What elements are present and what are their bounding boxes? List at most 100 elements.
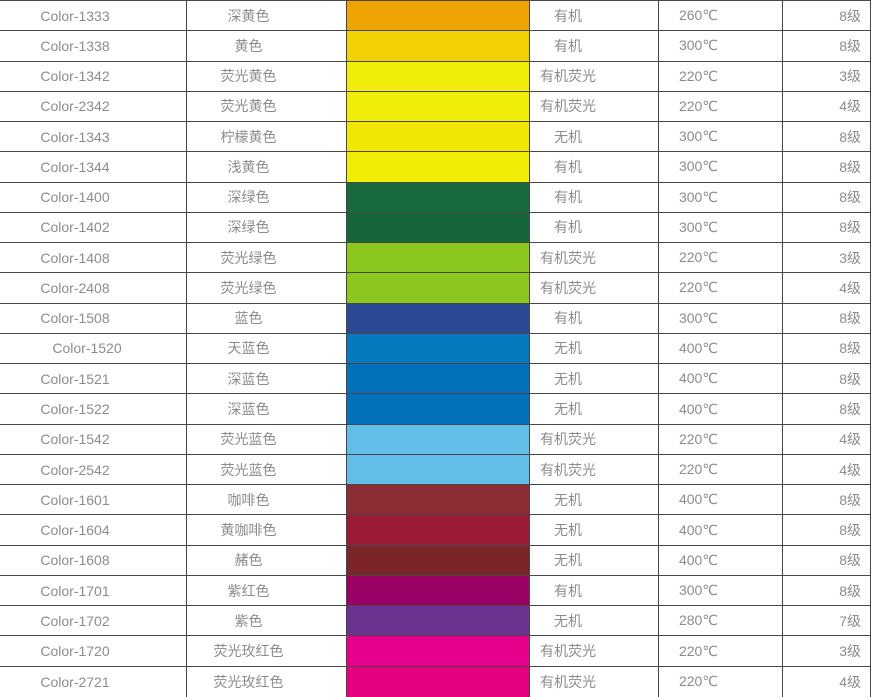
type-cell: 无机 — [530, 394, 659, 424]
temperature-cell: 220℃ — [659, 666, 783, 697]
type-cell: 有机荧光 — [530, 666, 659, 697]
table-row: Color-1608 赭色 无机 400℃ 8级 — [0, 545, 871, 576]
color-name-cell: 荧光玫红色 — [187, 636, 347, 666]
grade-cell: 8级 — [783, 212, 871, 243]
color-name-cell: 柠檬黄色 — [187, 122, 347, 152]
color-swatch — [347, 61, 530, 91]
table-row: Color-1542 荧光蓝色 有机荧光 220℃ 4级 — [0, 424, 871, 455]
temperature-cell: 400℃ — [659, 485, 783, 515]
temperature-cell: 300℃ — [659, 303, 783, 333]
grade-cell: 8级 — [783, 575, 871, 606]
color-swatch — [347, 545, 530, 575]
color-code-cell: Color-1342 — [0, 61, 187, 91]
table-row: Color-2342 荧光黄色 有机荧光 220℃ 4级 — [0, 91, 871, 123]
type-cell: 有机 — [530, 575, 659, 606]
table-row: Color-2721 荧光玫红色 有机荧光 220℃ 4级 — [0, 666, 871, 697]
temperature-cell: 400℃ — [659, 333, 783, 364]
grade-cell: 8级 — [783, 333, 871, 364]
color-swatch — [347, 1, 530, 31]
grade-cell: 4级 — [783, 91, 871, 122]
color-swatch — [347, 575, 530, 606]
color-swatch — [347, 31, 530, 61]
color-swatch — [347, 303, 530, 333]
temperature-cell: 280℃ — [659, 606, 783, 636]
color-name-cell: 紫色 — [187, 606, 347, 636]
type-cell: 有机荧光 — [530, 636, 659, 666]
color-swatch — [347, 333, 530, 364]
type-cell: 有机荧光 — [530, 61, 659, 91]
color-swatch — [347, 454, 530, 485]
temperature-cell: 260℃ — [659, 1, 783, 31]
color-swatch — [347, 152, 530, 182]
temperature-cell: 220℃ — [659, 424, 783, 454]
color-code-cell: Color-1604 — [0, 515, 187, 545]
color-code-cell: Color-2342 — [0, 91, 187, 122]
color-name-cell: 深绿色 — [187, 182, 347, 212]
color-swatch — [347, 364, 530, 394]
color-code-cell: Color-2721 — [0, 666, 187, 697]
color-name-cell: 蓝色 — [187, 303, 347, 333]
grade-cell: 3级 — [783, 61, 871, 91]
temperature-cell: 300℃ — [659, 212, 783, 243]
grade-cell: 8级 — [783, 1, 871, 31]
color-name-cell: 荧光黄色 — [187, 61, 347, 91]
temperature-cell: 220℃ — [659, 454, 783, 485]
color-name-cell: 荧光绿色 — [187, 273, 347, 303]
table-row: Color-1508 蓝色 有机 300℃ 8级 — [0, 303, 871, 334]
table-row: Color-1521 深蓝色 无机 400℃ 8级 — [0, 364, 871, 395]
color-swatch — [347, 243, 530, 273]
grade-cell: 3级 — [783, 636, 871, 666]
temperature-cell: 400℃ — [659, 515, 783, 545]
color-code-cell: Color-1522 — [0, 394, 187, 424]
type-cell: 有机 — [530, 152, 659, 182]
table-row: Color-1520 天蓝色 无机 400℃ 8级 — [0, 333, 871, 365]
color-swatch — [347, 273, 530, 303]
color-swatch — [347, 515, 530, 545]
table-row: Color-1604 黄咖啡色 无机 400℃ 8级 — [0, 515, 871, 546]
temperature-cell: 300℃ — [659, 152, 783, 182]
table-row: Color-1701 紫红色 有机 300℃ 8级 — [0, 575, 871, 607]
color-code-cell: Color-2542 — [0, 454, 187, 485]
grade-cell: 4级 — [783, 454, 871, 485]
color-name-cell: 深绿色 — [187, 212, 347, 243]
grade-cell: 8级 — [783, 152, 871, 182]
color-swatch — [347, 122, 530, 152]
grade-cell: 8级 — [783, 122, 871, 152]
grade-cell: 8级 — [783, 182, 871, 212]
color-name-cell: 荧光蓝色 — [187, 454, 347, 485]
grade-cell: 8级 — [783, 394, 871, 424]
table-row: Color-1343 柠檬黄色 无机 300℃ 8级 — [0, 122, 871, 153]
temperature-cell: 300℃ — [659, 122, 783, 152]
color-code-cell: Color-1402 — [0, 212, 187, 243]
temperature-cell: 220℃ — [659, 61, 783, 91]
color-swatch — [347, 666, 530, 697]
color-swatch — [347, 182, 530, 212]
color-name-cell: 荧光黄色 — [187, 91, 347, 122]
temperature-cell: 220℃ — [659, 91, 783, 122]
table-row: Color-1408 荧光绿色 有机荧光 220℃ 3级 — [0, 243, 871, 274]
grade-cell: 8级 — [783, 364, 871, 394]
color-code-cell: Color-1542 — [0, 424, 187, 454]
color-name-cell: 黄色 — [187, 31, 347, 61]
table-row: Color-1522 深蓝色 无机 400℃ 8级 — [0, 394, 871, 425]
table-row: Color-1333 深黄色 有机 260℃ 8级 — [0, 1, 871, 32]
table-row: Color-2408 荧光绿色 有机荧光 220℃ 4级 — [0, 273, 871, 304]
grade-cell: 8级 — [783, 515, 871, 545]
grade-cell: 8级 — [783, 31, 871, 61]
color-code-cell: Color-1338 — [0, 31, 187, 61]
color-name-cell: 深黄色 — [187, 1, 347, 31]
type-cell: 有机荧光 — [530, 91, 659, 122]
color-swatch — [347, 636, 530, 666]
table-row: Color-1344 浅黄色 有机 300℃ 8级 — [0, 152, 871, 183]
table-row: Color-2542 荧光蓝色 有机荧光 220℃ 4级 — [0, 454, 871, 486]
type-cell: 有机 — [530, 1, 659, 31]
grade-cell: 8级 — [783, 303, 871, 333]
color-swatch — [347, 394, 530, 424]
type-cell: 无机 — [530, 122, 659, 152]
color-code-cell: Color-1521 — [0, 364, 187, 394]
type-cell: 无机 — [530, 606, 659, 636]
temperature-cell: 220℃ — [659, 273, 783, 303]
temperature-cell: 300℃ — [659, 575, 783, 606]
temperature-cell: 400℃ — [659, 394, 783, 424]
table-row: Color-1402 深绿色 有机 300℃ 8级 — [0, 212, 871, 244]
